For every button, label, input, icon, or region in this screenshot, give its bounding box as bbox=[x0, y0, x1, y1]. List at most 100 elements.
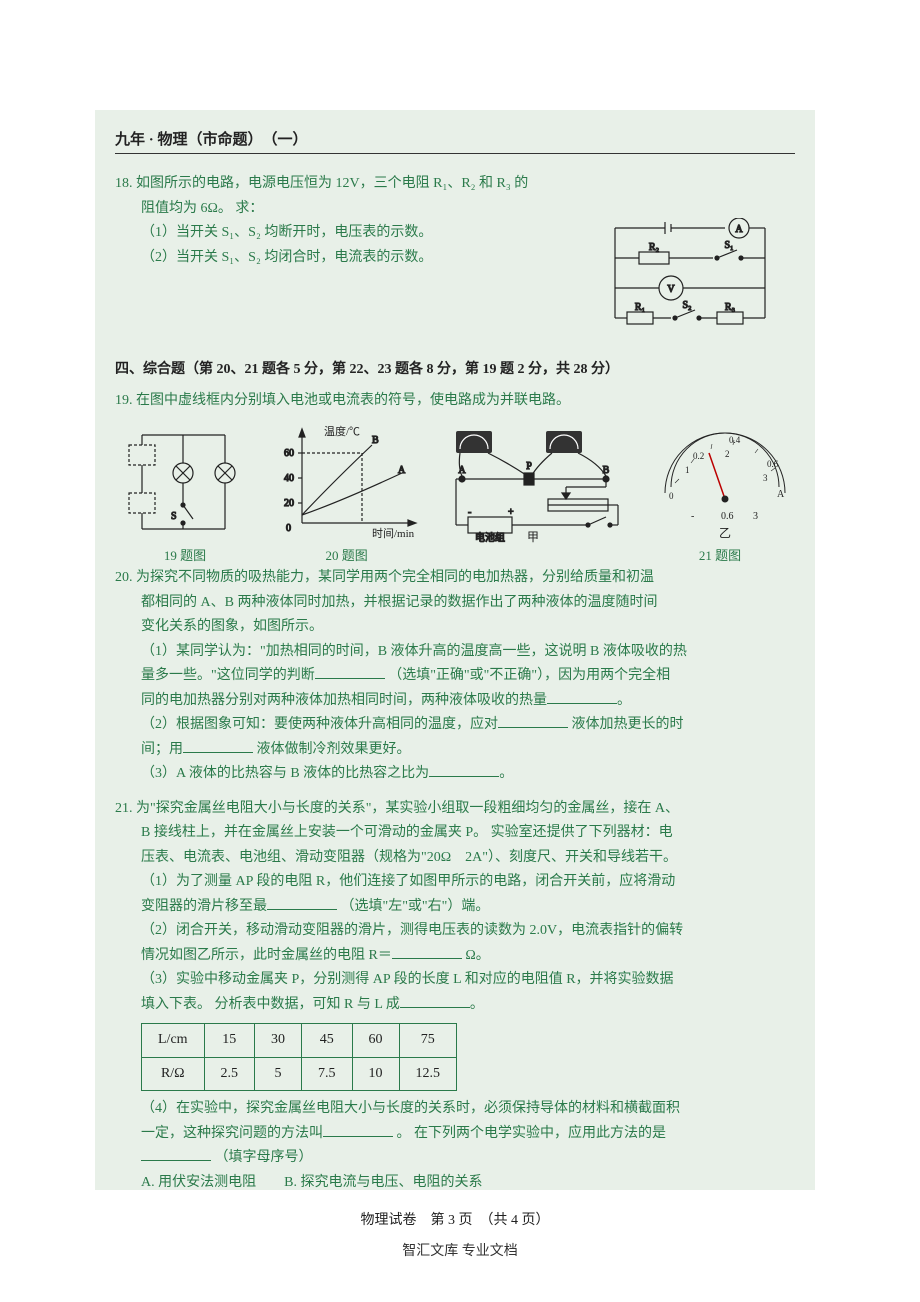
q20-p1e: 。 bbox=[617, 693, 631, 708]
svg-text:40: 40 bbox=[284, 473, 294, 484]
q20-stem-1: 20. 为探究不同物质的吸热能力，某同学用两个完全相同的电加热器，分别给质量和初… bbox=[115, 566, 795, 591]
q18-circuit-diagram: A R₂ S₁ V R₁ bbox=[605, 218, 775, 330]
svg-text:S: S bbox=[171, 511, 177, 522]
cell: 60 bbox=[352, 1024, 399, 1058]
q20-p2b: 液体加热更长的时 bbox=[572, 717, 684, 732]
cell: 30 bbox=[255, 1024, 302, 1058]
table-row: L/cm 15 30 45 60 75 bbox=[142, 1024, 457, 1058]
option-a: A. 用伏安法测电阻 bbox=[141, 1175, 256, 1190]
svg-text:A: A bbox=[735, 224, 743, 235]
fig-label-21: 21 题图 bbox=[645, 545, 795, 564]
q21-p4b: 一定，这种探究问题的方法叫 bbox=[141, 1126, 323, 1141]
svg-text:0.6: 0.6 bbox=[767, 459, 779, 469]
option-b: B. 探究电流与电压、电阻的关系 bbox=[284, 1175, 482, 1190]
q21-p1a: （1）为了测量 AP 段的电阻 R，他们连接了如图甲所示的电路，闭合开关前，应将… bbox=[141, 874, 675, 889]
svg-text:甲: 甲 bbox=[527, 530, 539, 543]
question-20: 20. 为探究不同物质的吸热能力，某同学用两个完全相同的电加热器，分别给质量和初… bbox=[115, 566, 795, 787]
watermark: 智汇文库 专业文档 bbox=[402, 1240, 518, 1260]
q21-p4a: （4）在实验中，探究金属丝电阻大小与长度的关系时，必须保持导体的材料和横截面积 bbox=[141, 1101, 680, 1116]
cell: 5 bbox=[255, 1057, 302, 1091]
q21-p3b: 填入下表。 分析表中数据，可知 R 与 L 成 bbox=[141, 997, 400, 1012]
q20-p2a: （2）根据图象可知：要使两种液体升高相同的温度，应对 bbox=[141, 717, 498, 732]
cell: 45 bbox=[302, 1024, 353, 1058]
q20-p1b: 量多一些。"这位同学的判断 bbox=[141, 668, 315, 683]
section-4-title: 四、综合题（第 20、21 题各 5 分，第 22、23 题各 8 分，第 19… bbox=[115, 358, 795, 383]
q20-p3end: 。 bbox=[499, 766, 513, 781]
q21-p4d: （填字母序号） bbox=[215, 1150, 313, 1165]
q21-p3end: 。 bbox=[470, 997, 484, 1012]
svg-text:乙: 乙 bbox=[719, 526, 731, 540]
q20-p3: （3）A 液体的比热容与 B 液体的比热容之比为 bbox=[141, 766, 429, 781]
svg-text:-: - bbox=[468, 507, 471, 518]
q20-p2c: 间；用 bbox=[141, 742, 183, 757]
q21-stem-3: 压表、电流表、电池组、滑动变阻器（规格为"20Ω 2A"）、刻度尺、开关和导线若… bbox=[115, 846, 795, 871]
svg-text:电池组: 电池组 bbox=[475, 531, 505, 543]
question-18: 18. 如图所示的电路，电源电压恒为 12V，三个电阻 R₁、R₂ 和 R₃ 的… bbox=[115, 172, 795, 302]
fig-label-19: 19 题图 bbox=[115, 545, 255, 564]
q20-p1c: （选填"正确"或"不正确"），因为用两个完全相 bbox=[388, 668, 670, 683]
svg-text:R₂: R₂ bbox=[649, 242, 659, 253]
svg-text:S₁: S₁ bbox=[724, 240, 733, 251]
svg-text:2: 2 bbox=[725, 449, 730, 459]
cell: 7.5 bbox=[302, 1057, 353, 1091]
blank bbox=[498, 714, 568, 728]
q21-p2a: （2）闭合开关，移动滑动变阻器的滑片，测得电压表的读数为 2.0V，电流表指针的… bbox=[141, 923, 683, 938]
q21-p1b: 变阻器的滑片移至最 bbox=[141, 899, 267, 914]
q21-data-table: L/cm 15 30 45 60 75 R/Ω 2.5 5 7.5 10 12.… bbox=[141, 1023, 457, 1091]
svg-text:0: 0 bbox=[286, 523, 291, 534]
q20-stem-2: 都相同的 A、B 两种液体同时加热，并根据记录的数据作出了两种液体的温度随时间 bbox=[115, 591, 795, 616]
q21-p2b: 情况如图乙所示，此时金属丝的电阻 R＝ bbox=[141, 948, 392, 963]
q20-p1d: 同的电加热器分别对两种液体加热相同时间，两种液体吸收的热量 bbox=[141, 693, 547, 708]
svg-text:R₃: R₃ bbox=[725, 302, 735, 313]
figure-20: 60 40 20 0 B A 温度/℃ 时间/min 20 题图 bbox=[272, 423, 422, 564]
page-header: 九年 · 物理（市命题） （一） bbox=[115, 128, 795, 154]
svg-text:3: 3 bbox=[763, 473, 768, 483]
blank bbox=[141, 1147, 211, 1161]
svg-text:0.4: 0.4 bbox=[729, 435, 741, 445]
svg-text:A: A bbox=[777, 489, 785, 500]
question-19: 19. 在图中虚线框内分别填入电池或电流表的符号，使电路成为并联电路。 bbox=[115, 389, 795, 414]
svg-text:S₂: S₂ bbox=[682, 300, 691, 311]
svg-text:0.2: 0.2 bbox=[693, 451, 704, 461]
question-21: 21. 为"探究金属丝电阻大小与长度的关系"，某实验小组取一段粗细均匀的金属丝，… bbox=[115, 797, 795, 1196]
q18-stem-1: 18. 如图所示的电路，电源电压恒为 12V，三个电阻 R₁、R₂ 和 R₃ 的 bbox=[115, 172, 795, 197]
svg-text:B: B bbox=[603, 465, 610, 476]
q21-p1c: （选填"左"或"右"）端。 bbox=[341, 899, 490, 914]
svg-text:A: A bbox=[398, 465, 406, 476]
q19-stem: 19. 在图中虚线框内分别填入电池或电流表的符号，使电路成为并联电路。 bbox=[115, 393, 570, 408]
page-footer: 物理试卷 第 3 页 （共 4 页） bbox=[115, 1209, 795, 1229]
svg-text:-: - bbox=[691, 511, 694, 522]
svg-text:60: 60 bbox=[284, 448, 294, 459]
blank bbox=[267, 896, 337, 910]
q20-stem-3: 变化关系的图象，如图所示。 bbox=[115, 615, 795, 640]
blank bbox=[323, 1123, 393, 1137]
svg-text:0.6: 0.6 bbox=[721, 511, 734, 522]
svg-text:V: V bbox=[667, 284, 675, 295]
q20-p1a: （1）某同学认为："加热相同的时间，B 液体升高的温度高一些，这说明 B 液体吸… bbox=[141, 644, 687, 659]
q21-p4c: 。 在下列两个电学实验中，应用此方法的是 bbox=[397, 1126, 667, 1141]
figure-21-left: A P B 电池组 -+ bbox=[438, 423, 628, 564]
figure-19: S 19 题图 bbox=[115, 423, 255, 564]
cell: 10 bbox=[352, 1057, 399, 1091]
cell: R/Ω bbox=[142, 1057, 205, 1091]
svg-text:R₁: R₁ bbox=[635, 302, 645, 313]
svg-text:3: 3 bbox=[753, 511, 758, 522]
q21-stem-1: 21. 为"探究金属丝电阻大小与长度的关系"，某实验小组取一段粗细均匀的金属丝，… bbox=[115, 797, 795, 822]
blank bbox=[547, 690, 617, 704]
fig-label-20: 20 题图 bbox=[272, 545, 422, 564]
blank bbox=[429, 763, 499, 777]
svg-text:B: B bbox=[372, 435, 379, 446]
blank bbox=[183, 739, 253, 753]
svg-text:0: 0 bbox=[669, 491, 674, 501]
cell: 12.5 bbox=[399, 1057, 457, 1091]
cell: 2.5 bbox=[204, 1057, 255, 1091]
q21-p3a: （3）实验中移动金属夹 P，分别测得 AP 段的长度 L 和对应的电阻值 R，并… bbox=[141, 972, 674, 987]
q21-stem-2: B 接线柱上，并在金属丝上安装一个可滑动的金属夹 P。 实验室还提供了下列器材：… bbox=[115, 821, 795, 846]
svg-text:温度/℃: 温度/℃ bbox=[324, 424, 360, 438]
blank bbox=[315, 665, 385, 679]
svg-text:P: P bbox=[527, 461, 533, 472]
svg-text:1: 1 bbox=[685, 465, 690, 475]
blank bbox=[392, 945, 462, 959]
cell: 75 bbox=[399, 1024, 457, 1058]
figure-row: S 19 题图 60 40 20 0 B bbox=[115, 423, 795, 564]
